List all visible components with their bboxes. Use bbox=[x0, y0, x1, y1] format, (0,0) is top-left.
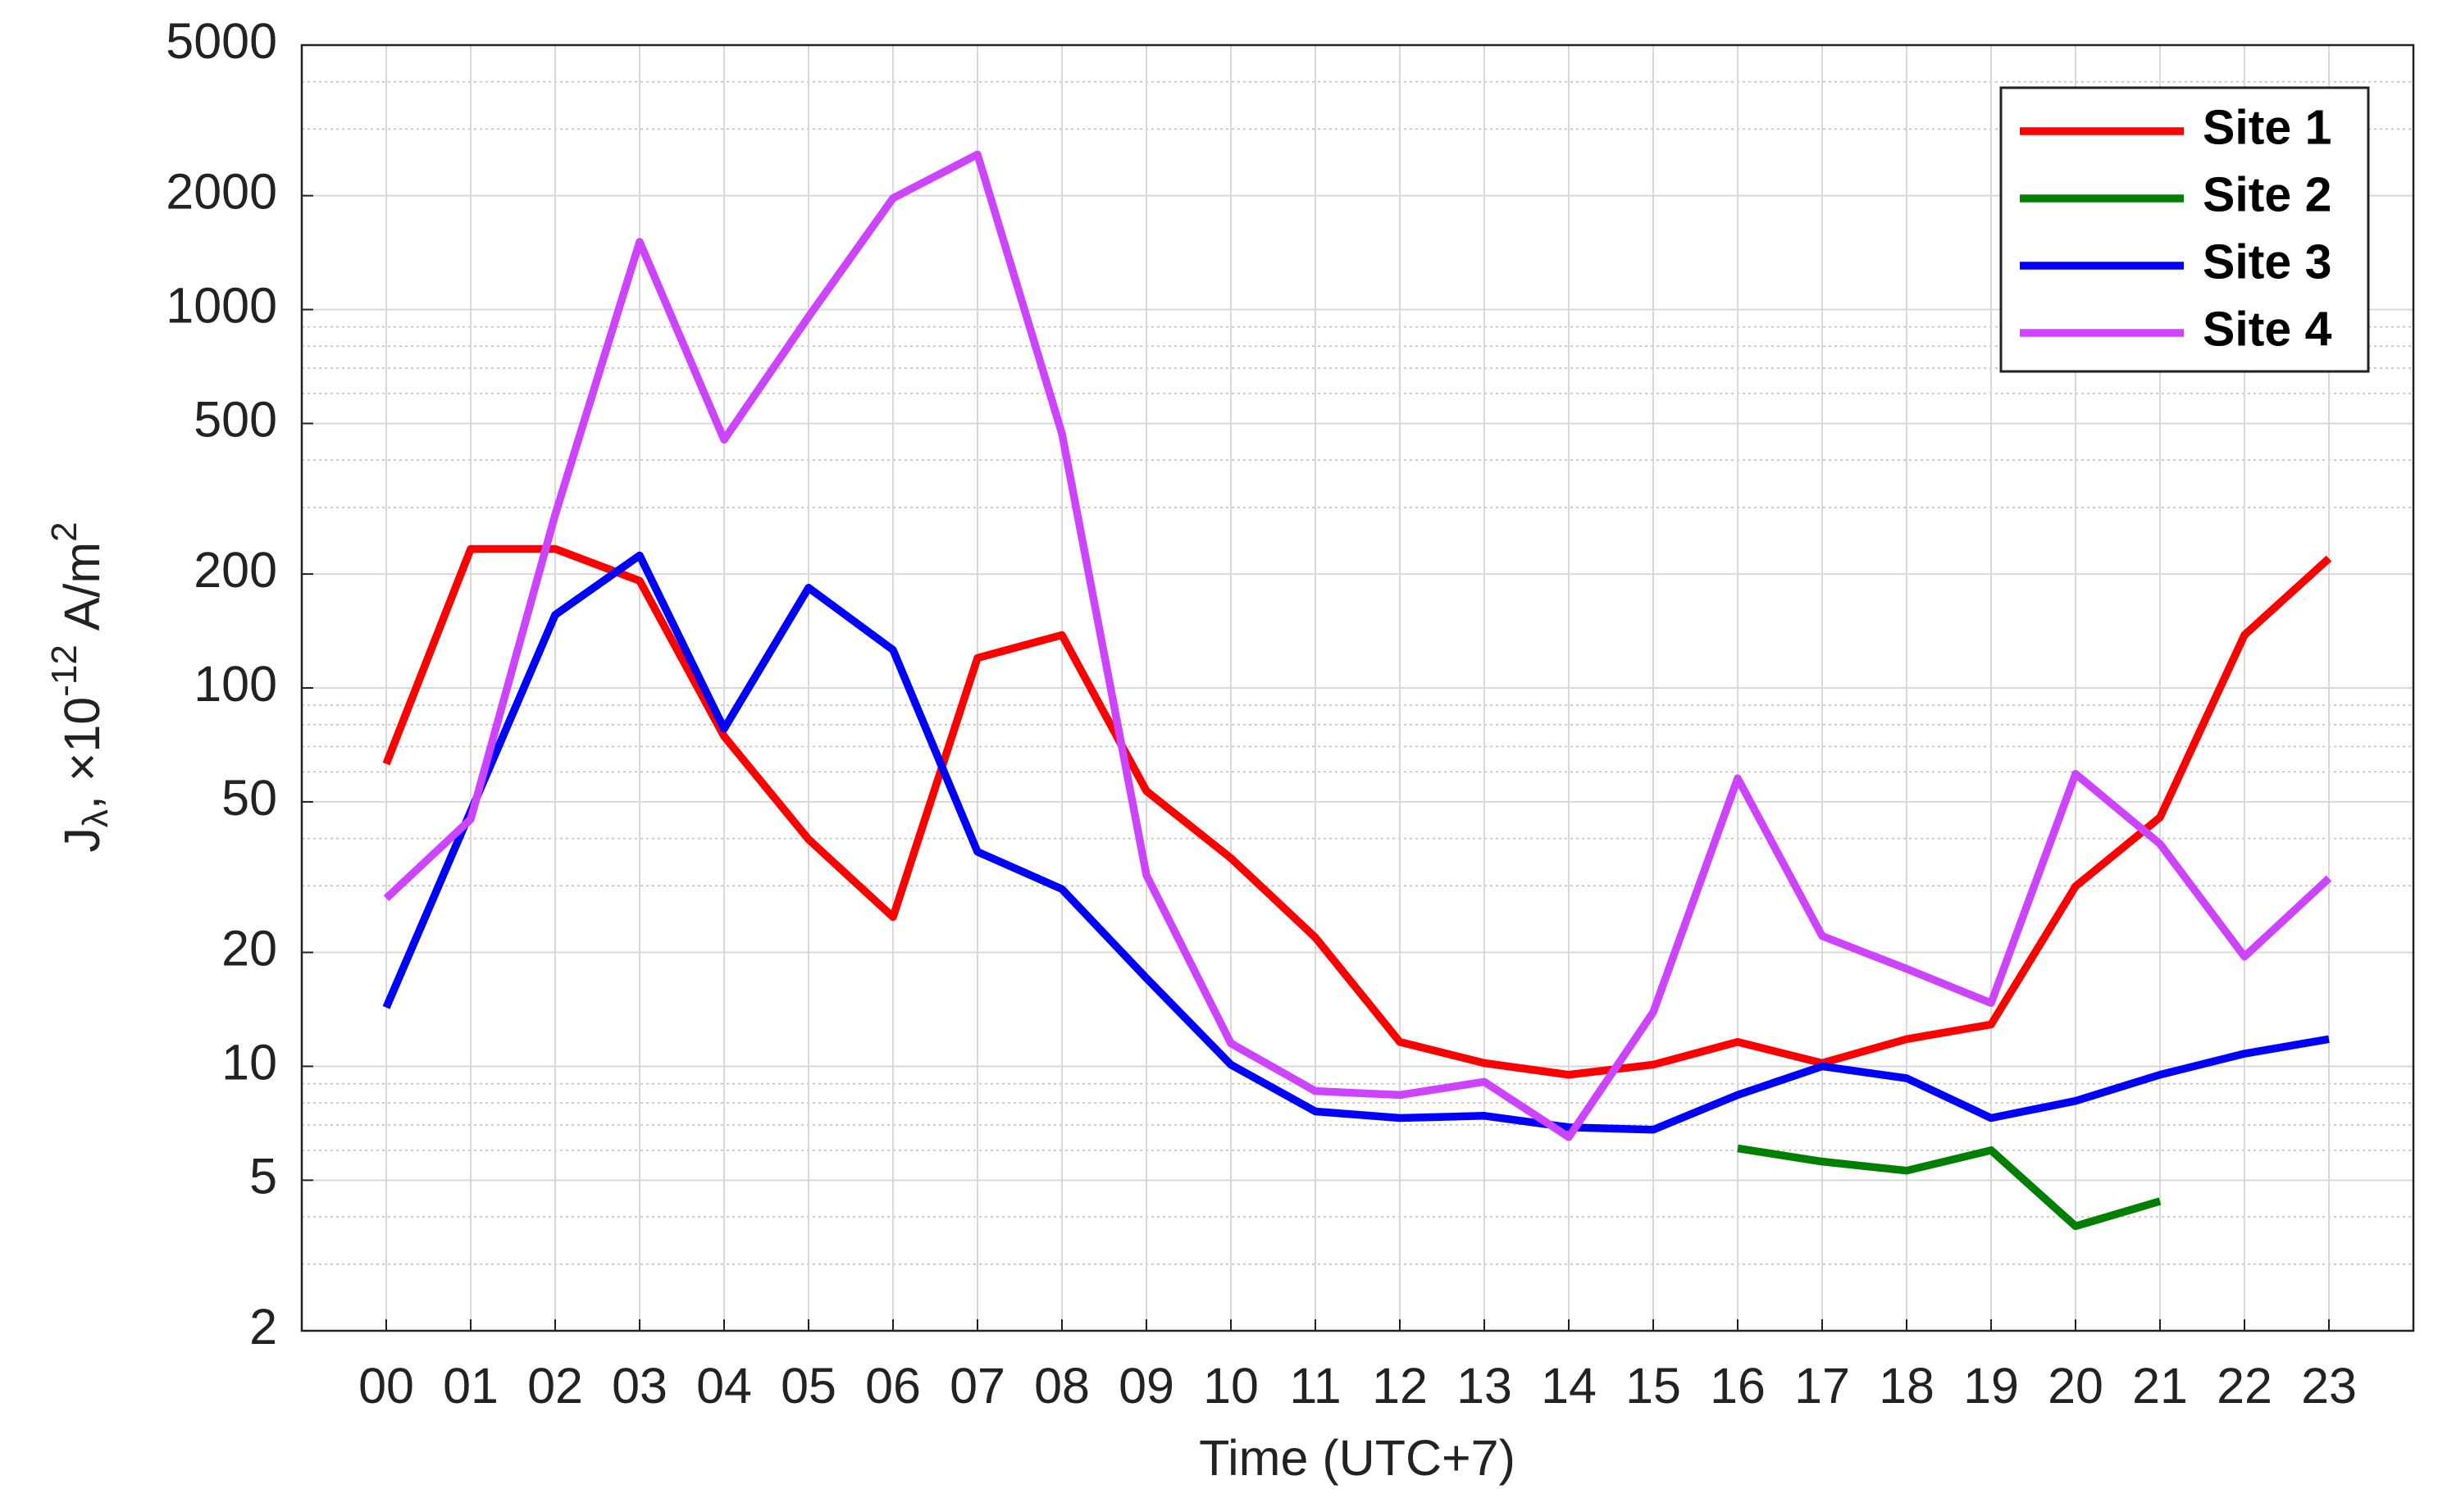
x-tick-label: 06 bbox=[865, 1358, 921, 1414]
x-tick-label: 23 bbox=[2301, 1358, 2357, 1414]
x-tick-label: 04 bbox=[696, 1358, 752, 1414]
y-tick-label: 2 bbox=[249, 1299, 277, 1355]
legend-label: Site 3 bbox=[2203, 235, 2331, 289]
y-tick-label: 10 bbox=[221, 1035, 277, 1091]
y-axis-label: Jλ, ×10-12 A/m2 bbox=[44, 521, 116, 852]
y-label-sup: -12 bbox=[44, 644, 84, 697]
y-tick-label: 200 bbox=[194, 542, 277, 598]
x-tick-label: 11 bbox=[1289, 1358, 1341, 1414]
x-tick-label: 10 bbox=[1203, 1358, 1259, 1414]
x-tick-label: 07 bbox=[950, 1358, 1005, 1414]
x-tick-label: 16 bbox=[1710, 1358, 1766, 1414]
series-line bbox=[1737, 1144, 2162, 1231]
axes-box bbox=[300, 43, 2415, 1332]
x-tick-label: 08 bbox=[1034, 1358, 1090, 1414]
y-tick-label: 5000 bbox=[166, 13, 277, 69]
series-line bbox=[383, 150, 2332, 1141]
x-tick-label: 22 bbox=[2217, 1358, 2272, 1414]
x-tick-label: 19 bbox=[1963, 1358, 2019, 1414]
x-tick-label: 14 bbox=[1541, 1358, 1597, 1414]
legend-label: Site 4 bbox=[2203, 303, 2332, 357]
x-tick-label: 15 bbox=[1625, 1358, 1681, 1414]
plot-lines bbox=[382, 150, 2332, 1231]
y-label-sub: λ bbox=[75, 809, 116, 827]
x-tick-label: 00 bbox=[358, 1358, 414, 1414]
x-tick-label: 03 bbox=[612, 1358, 668, 1414]
x-tick-label: 17 bbox=[1794, 1358, 1850, 1414]
x-tick-label: 12 bbox=[1372, 1358, 1428, 1414]
series-line bbox=[382, 551, 2330, 1134]
y-tick-label: 100 bbox=[194, 656, 277, 712]
y-tick-label: 5 bbox=[249, 1148, 277, 1204]
y-tick-label: 2000 bbox=[166, 164, 277, 220]
x-tick-label: 18 bbox=[1879, 1358, 1934, 1414]
y-tick-label: 500 bbox=[194, 392, 277, 448]
y-tick-label: 1000 bbox=[166, 278, 277, 334]
legend-label: Site 2 bbox=[2203, 168, 2331, 222]
y-tick-label: 50 bbox=[221, 770, 277, 826]
x-tick-label: 01 bbox=[443, 1358, 499, 1414]
y-label-sup: 2 bbox=[44, 521, 84, 541]
x-tick-label: 13 bbox=[1456, 1358, 1512, 1414]
y-label-part: A/m bbox=[54, 542, 110, 644]
y-tick-label: 20 bbox=[221, 921, 277, 977]
x-tick-label: 21 bbox=[2132, 1358, 2188, 1414]
legend: Site 1 Site 2 Site 3 Site 4 bbox=[1999, 86, 2370, 373]
x-axis-label: Time (UTC+7) bbox=[1199, 1430, 1515, 1486]
y-label-part: J bbox=[54, 827, 110, 853]
legend-label: Site 1 bbox=[2203, 101, 2331, 155]
x-tick-label: 09 bbox=[1119, 1358, 1174, 1414]
x-tick-label: 02 bbox=[527, 1358, 583, 1414]
x-tick-label: 20 bbox=[2048, 1358, 2103, 1414]
y-label-part: , ×10 bbox=[54, 697, 110, 809]
series-line bbox=[382, 544, 2332, 1079]
tick-labels: 2 5 10 20 50 100 200 500 1000 2000 5000 00 01 02 03 04 0… bbox=[166, 13, 2357, 1414]
x-tick-label: 05 bbox=[781, 1358, 836, 1414]
